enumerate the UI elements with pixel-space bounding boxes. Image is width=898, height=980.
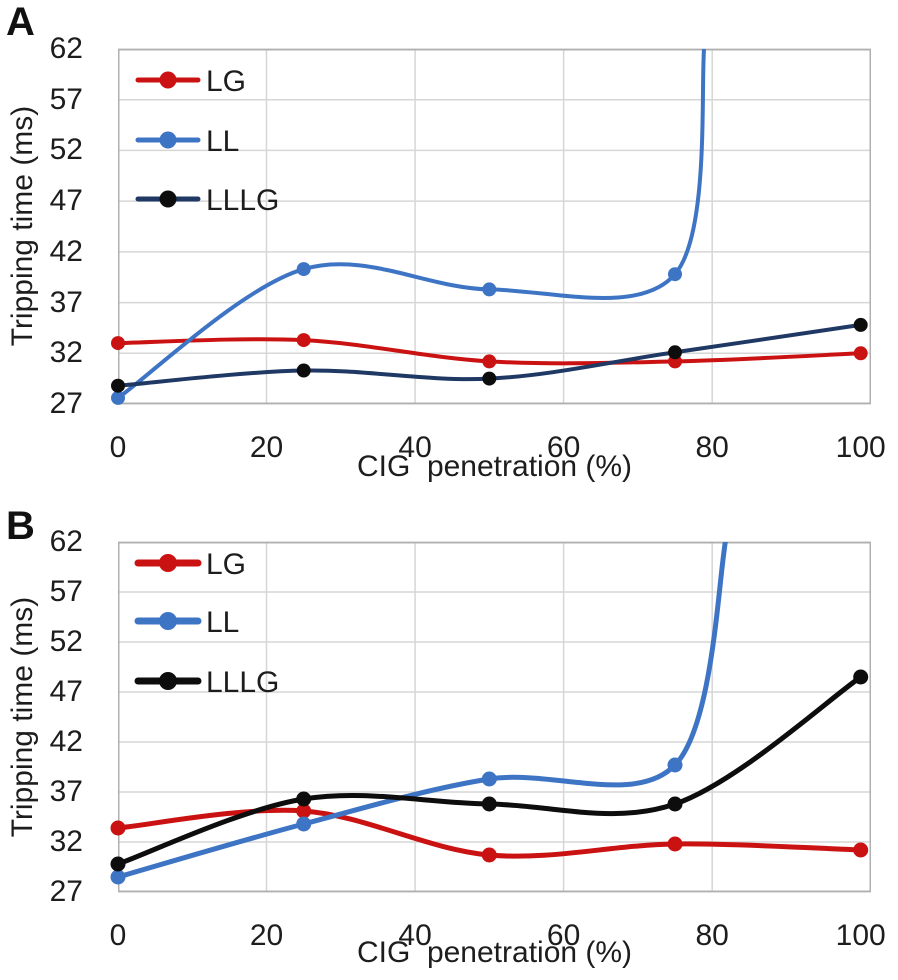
legend-label: LLLG: [206, 666, 279, 699]
legend-marker: [159, 131, 177, 149]
data-point-LLLG: [667, 796, 683, 812]
y-tick-label: 62: [49, 32, 83, 65]
legend-marker: [159, 190, 177, 208]
x-tick-label: 40: [398, 431, 432, 464]
y-tick-label: 42: [49, 234, 83, 268]
legend-label: LG: [206, 65, 246, 98]
data-point-LG: [667, 836, 683, 852]
legend-marker: [159, 672, 177, 690]
series-line-LLLG: [115, 674, 864, 867]
y-tick-label: 42: [49, 725, 83, 758]
data-point-LL: [296, 262, 311, 277]
legend-marker: [159, 71, 177, 89]
panel-label: A: [6, 0, 35, 44]
data-point-LLLG: [853, 669, 869, 685]
data-point-LLLG: [296, 363, 311, 378]
y-tick-label: 37: [49, 775, 83, 808]
data-point-LLLG: [111, 378, 125, 393]
x-axis-title: CIG penetration (%): [356, 450, 633, 483]
y-tick-label: 52: [49, 625, 83, 658]
legend-label: LL: [206, 606, 239, 639]
data-point-LLLG: [481, 796, 497, 812]
plot-area: LG LL LLLG: [111, 48, 871, 405]
data-point-LLLG: [853, 317, 868, 332]
legend-marker: [159, 554, 177, 572]
x-tick-label: 20: [249, 431, 284, 464]
y-tick-label: 57: [49, 82, 83, 116]
y-tick-label: 27: [49, 875, 83, 908]
x-tick-label: 60: [546, 431, 581, 464]
x-tick-label: 20: [249, 919, 284, 952]
data-point-LL: [668, 267, 682, 282]
y-tick-label: 52: [49, 133, 83, 167]
legend-item-LG: LG: [135, 65, 246, 98]
data-point-LG: [853, 842, 869, 858]
x-tick-label: 0: [109, 431, 127, 464]
data-point-LG: [296, 803, 312, 819]
x-tick-label: 60: [546, 919, 581, 952]
data-point-LG: [110, 820, 126, 836]
data-point-LLLG: [482, 371, 497, 386]
y-tick-label: 27: [49, 387, 83, 420]
x-tick-label: 0: [109, 919, 127, 952]
data-point-LL: [481, 771, 497, 787]
data-point-LLLG: [110, 856, 126, 872]
data-point-LL: [482, 282, 497, 297]
data-point-LL: [667, 757, 683, 773]
data-point-LG: [853, 346, 868, 361]
y-tick-label: 57: [49, 575, 83, 608]
legend-marker: [159, 612, 177, 630]
legend-item-LL: LL: [135, 125, 239, 158]
x-tick-label: 100: [835, 919, 886, 952]
y-tick-label: 37: [49, 285, 83, 319]
legend-item-LG: LG: [134, 548, 246, 581]
x-axis-title: CIG penetration (%): [356, 936, 633, 969]
x-tick-label: 80: [695, 919, 729, 952]
data-point-LG: [111, 336, 125, 351]
data-point-LL: [110, 869, 126, 885]
panel-label: B: [6, 504, 35, 548]
data-point-LG: [481, 847, 497, 863]
plot-border: [118, 49, 871, 404]
x-tick-label: 100: [835, 431, 886, 464]
series-LLLG: [115, 674, 864, 867]
data-point-LLLG: [296, 791, 312, 807]
plot-border: [118, 542, 871, 892]
legend-label: LG: [206, 548, 246, 581]
legend-item-LLLG: LLLG: [134, 666, 279, 699]
x-tick-label: 80: [695, 431, 729, 464]
data-point-LL: [296, 816, 312, 832]
data-point-LG: [296, 333, 311, 348]
legend-item-LL: LL: [134, 606, 239, 639]
x-tick-label: 40: [398, 919, 432, 952]
y-tick-label: 47: [49, 675, 83, 708]
legend-label: LLLG: [206, 184, 279, 217]
y-tick-label: 47: [49, 184, 83, 218]
data-point-LL: [111, 390, 125, 405]
y-tick-label: 32: [49, 336, 83, 370]
data-point-LLLG: [668, 345, 682, 360]
plot-area: LG LL LLLG: [110, 541, 871, 893]
y-tick-label: 62: [49, 525, 83, 558]
legend-label: LL: [206, 125, 239, 158]
legend-item-LLLG: LLLG: [135, 184, 279, 217]
y-tick-label: 32: [49, 825, 83, 858]
data-point-LG: [482, 354, 497, 369]
